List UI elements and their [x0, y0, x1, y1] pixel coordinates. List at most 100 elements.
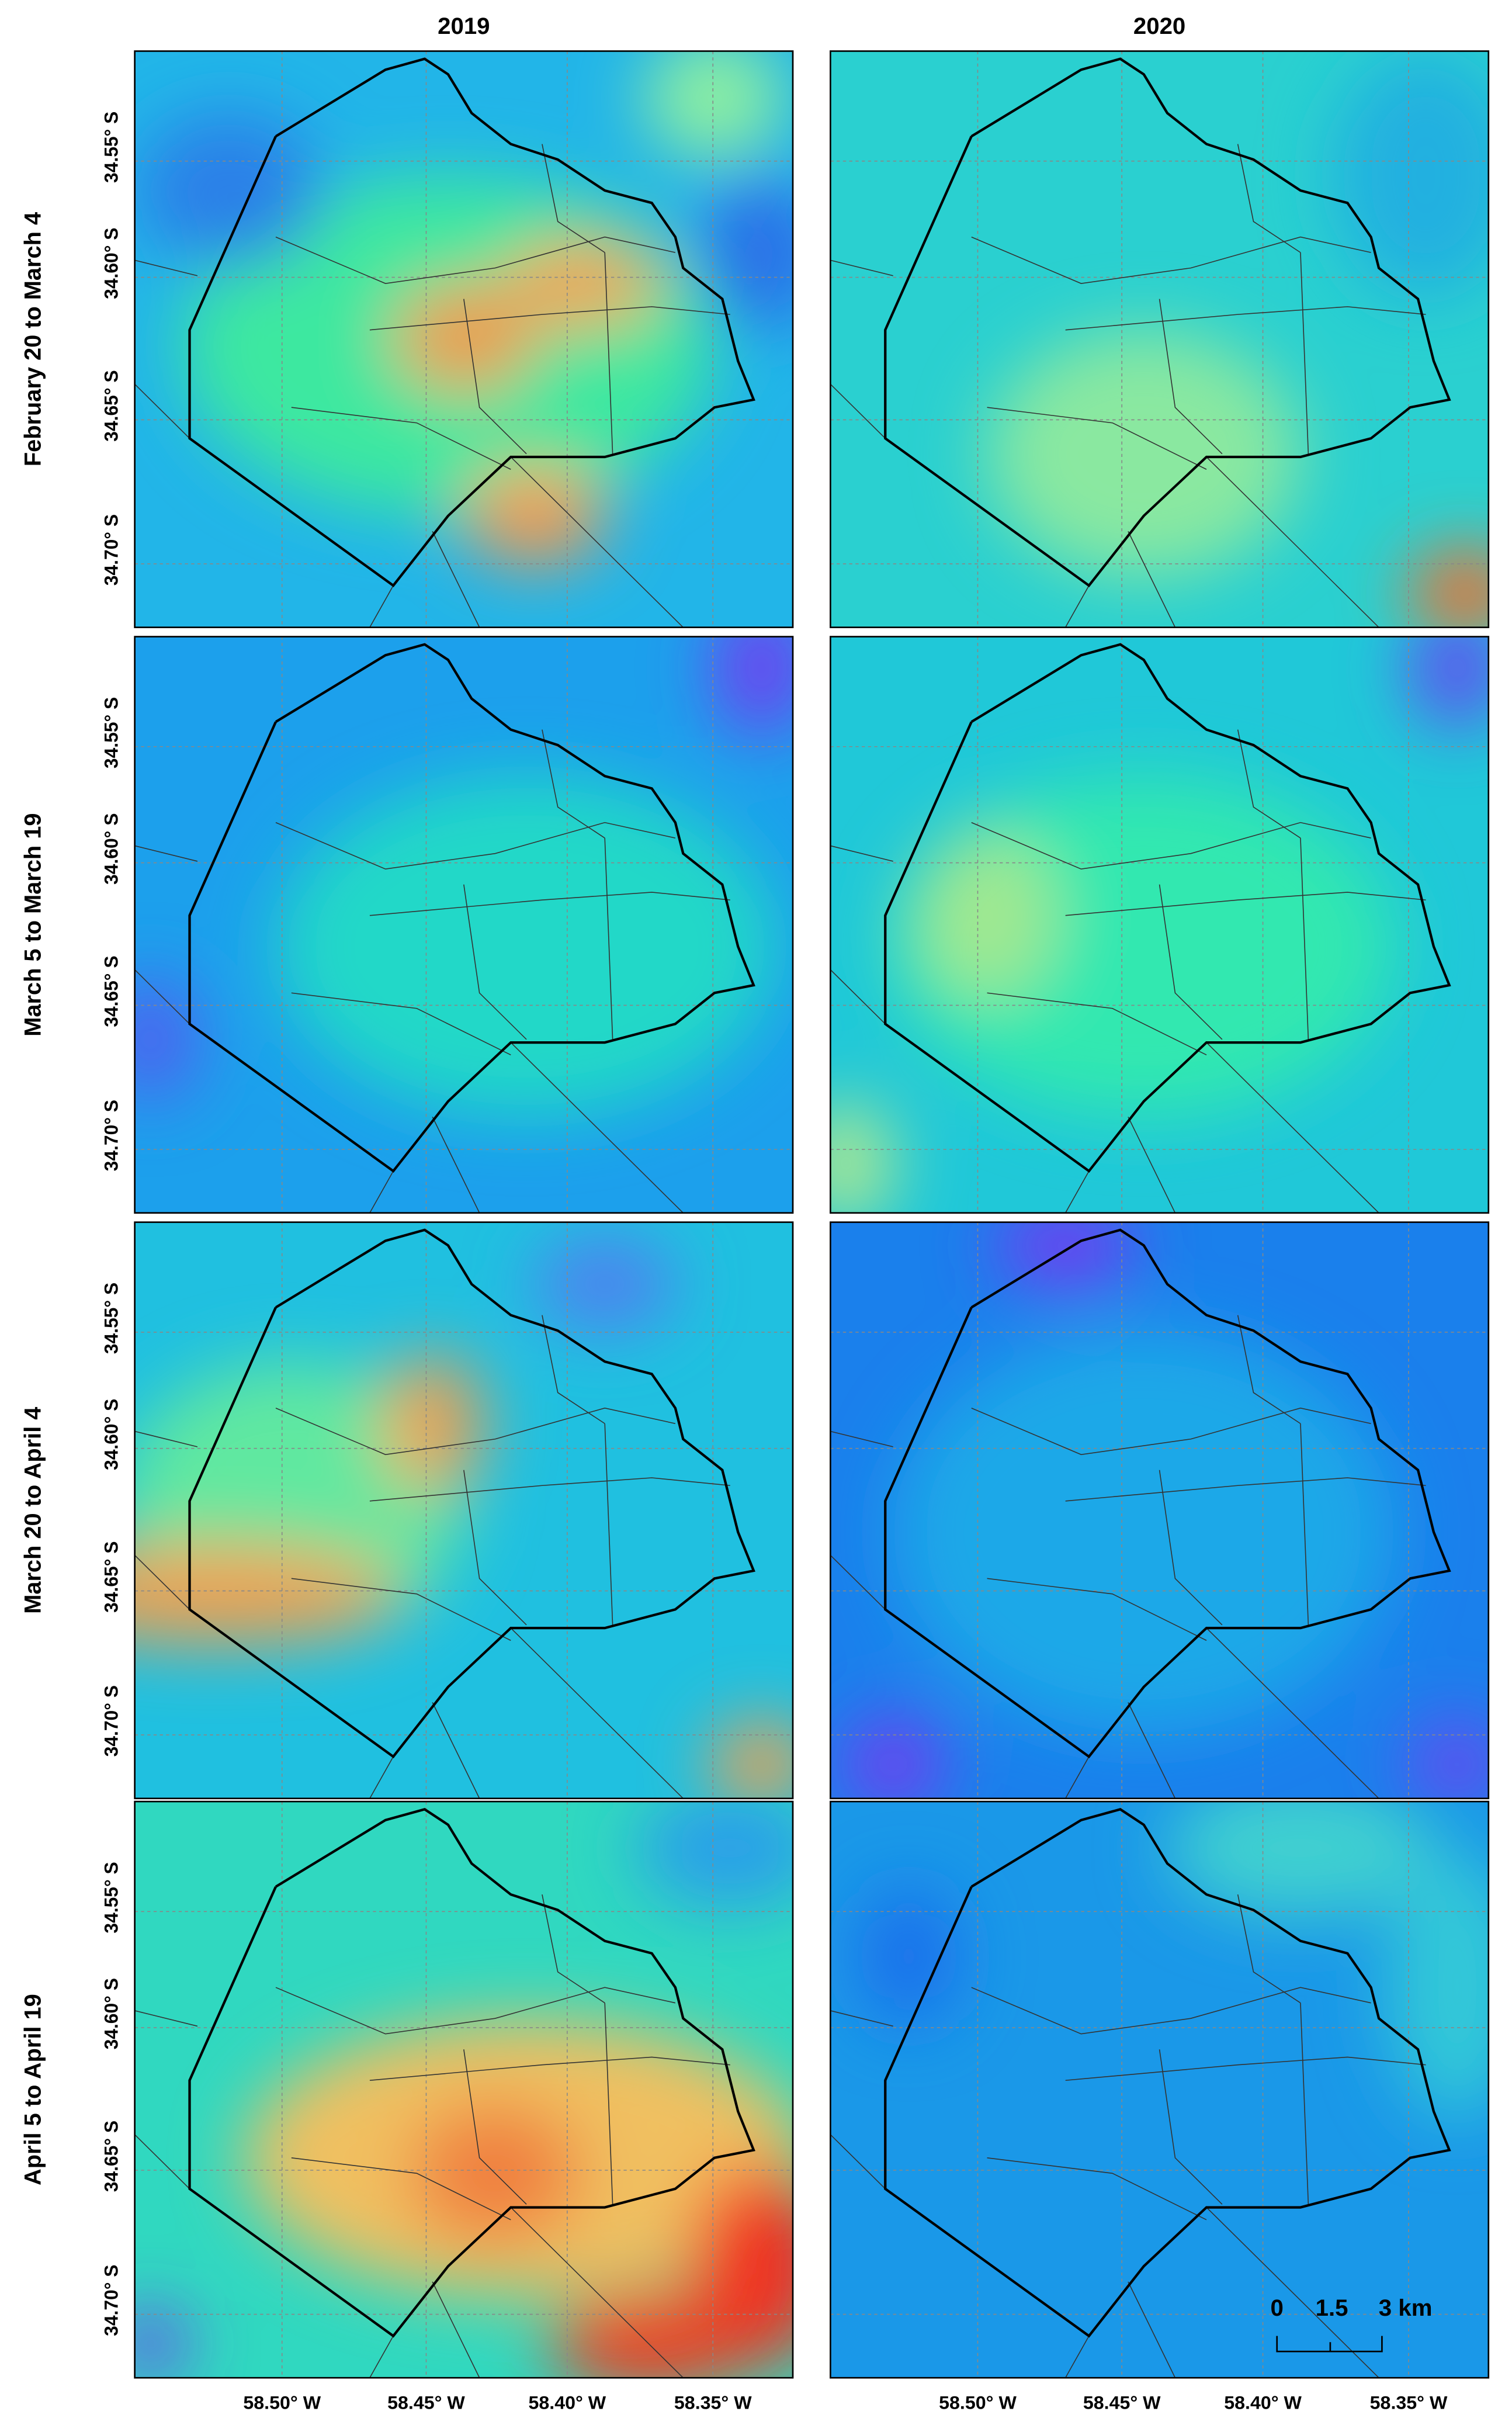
district-boundary: [971, 236, 1371, 284]
x-tick-label: 58.40° W: [1224, 2392, 1302, 2413]
district-boundary: [291, 2157, 511, 2220]
district-boundary: [275, 1987, 676, 2035]
district-boundary: [1064, 1170, 1090, 1213]
heat-blob: [393, 283, 535, 392]
heat-blob: [1410, 546, 1489, 628]
y-tick-label: 34.70° S: [100, 1100, 122, 1171]
heat-blob: [276, 776, 778, 1117]
district-boundary: [463, 2049, 527, 2205]
district-boundary: [291, 1578, 511, 1641]
district-boundary: [542, 144, 605, 253]
heat-layer: [858, 1802, 1489, 2119]
y-tick-label: 34.55° S: [100, 697, 122, 768]
district-boundary: [134, 1430, 198, 1447]
district-boundary: [1128, 2281, 1176, 2378]
x-tick-label: 58.45° W: [1083, 2392, 1161, 2413]
map-panel: [830, 1222, 1489, 1799]
heat-blob: [714, 636, 793, 737]
district-boundary: [604, 2003, 613, 2205]
district-boundary: [971, 1407, 1371, 1456]
heat-blob: [842, 1714, 944, 1799]
row-label: February 20 to March 4: [20, 212, 46, 466]
district-boundary: [369, 892, 730, 916]
city-boundary: [188, 57, 755, 587]
district-boundary: [369, 306, 730, 331]
district-boundary: [134, 259, 198, 276]
district-boundary: [510, 1627, 684, 1799]
heat-blob: [711, 1721, 793, 1799]
district-boundary: [1065, 306, 1426, 331]
city-boundary: [188, 1808, 755, 2338]
map-panel: [830, 51, 1489, 628]
district-boundary: [134, 969, 190, 1024]
district-boundary: [830, 969, 886, 1024]
district-boundary: [1206, 456, 1379, 628]
x-tick-label: 58.50° W: [939, 2392, 1017, 2413]
district-boundary: [604, 252, 613, 454]
map-panel: [830, 1802, 1489, 2378]
heat-blob: [699, 175, 793, 330]
heat-blob: [858, 1886, 959, 2026]
y-tick-label: 34.70° S: [100, 1685, 122, 1757]
heat-blob: [830, 1101, 893, 1213]
district-boundary: [1065, 892, 1426, 916]
district-boundary: [987, 2157, 1207, 2220]
district-boundary: [1237, 729, 1301, 839]
x-tick-label: 58.35° W: [674, 2392, 752, 2413]
panel-frame: [830, 1800, 1490, 2379]
y-tick-label: 34.70° S: [100, 514, 122, 586]
district-boundary: [542, 1894, 605, 2004]
district-boundary: [987, 1578, 1207, 1641]
district-boundary: [275, 1407, 676, 1456]
scale-bar-label: 0: [1271, 2295, 1284, 2321]
district-boundary: [1064, 2336, 1090, 2378]
column-header: 2019: [438, 13, 490, 39]
district-boundary: [1065, 1477, 1426, 1502]
panel-frame: [830, 1221, 1490, 1800]
heat-blob: [134, 113, 323, 268]
column-header: 2020: [1133, 13, 1185, 39]
y-tick-label: 34.55° S: [100, 1862, 122, 1933]
district-boundary: [830, 2010, 893, 2027]
heat-blob: [1167, 1802, 1434, 1918]
district-boundary: [1206, 1627, 1379, 1799]
district-boundary: [830, 1430, 893, 1447]
y-tick-label: 34.55° S: [100, 112, 122, 183]
x-tick-label: 58.50° W: [243, 2392, 321, 2413]
district-boundary: [369, 1756, 394, 1799]
y-tick-label: 34.55° S: [100, 1283, 122, 1354]
y-tick-label: 34.65° S: [100, 955, 122, 1027]
city-boundary: [884, 1228, 1451, 1759]
district-boundary: [291, 407, 511, 470]
district-boundary: [1300, 252, 1309, 454]
district-boundary: [510, 2207, 684, 2378]
district-boundary: [275, 236, 676, 284]
district-boundary: [369, 585, 394, 628]
district-boundary: [830, 2134, 886, 2190]
row-label: March 20 to April 4: [20, 1406, 46, 1614]
panel-frame: [134, 1221, 794, 1800]
row-label: March 5 to March 19: [20, 813, 46, 1037]
district-boundary: [463, 884, 527, 1040]
district-boundary: [1300, 838, 1309, 1040]
city-boundary: [188, 1228, 755, 1759]
heat-blob: [1410, 636, 1489, 730]
district-boundary: [604, 1423, 613, 1625]
district-boundary: [134, 845, 198, 862]
y-tick-label: 34.65° S: [100, 1541, 122, 1612]
district-boundary: [830, 383, 886, 439]
district-boundary: [1206, 1042, 1379, 1213]
district-boundary: [134, 1554, 190, 1610]
district-boundary: [1159, 884, 1223, 1040]
panel-frame: [134, 1800, 794, 2379]
district-boundary: [1064, 585, 1090, 628]
district-boundary: [1064, 1756, 1090, 1799]
heat-layer: [134, 1238, 793, 1799]
district-boundary: [830, 259, 893, 276]
heat-blob: [995, 1222, 1136, 1289]
district-boundary: [369, 2336, 394, 2378]
heat-blob: [987, 330, 1301, 578]
heat-blob: [916, 830, 1058, 1001]
panel-frame: [134, 50, 794, 628]
heat-blob: [534, 1238, 675, 1331]
